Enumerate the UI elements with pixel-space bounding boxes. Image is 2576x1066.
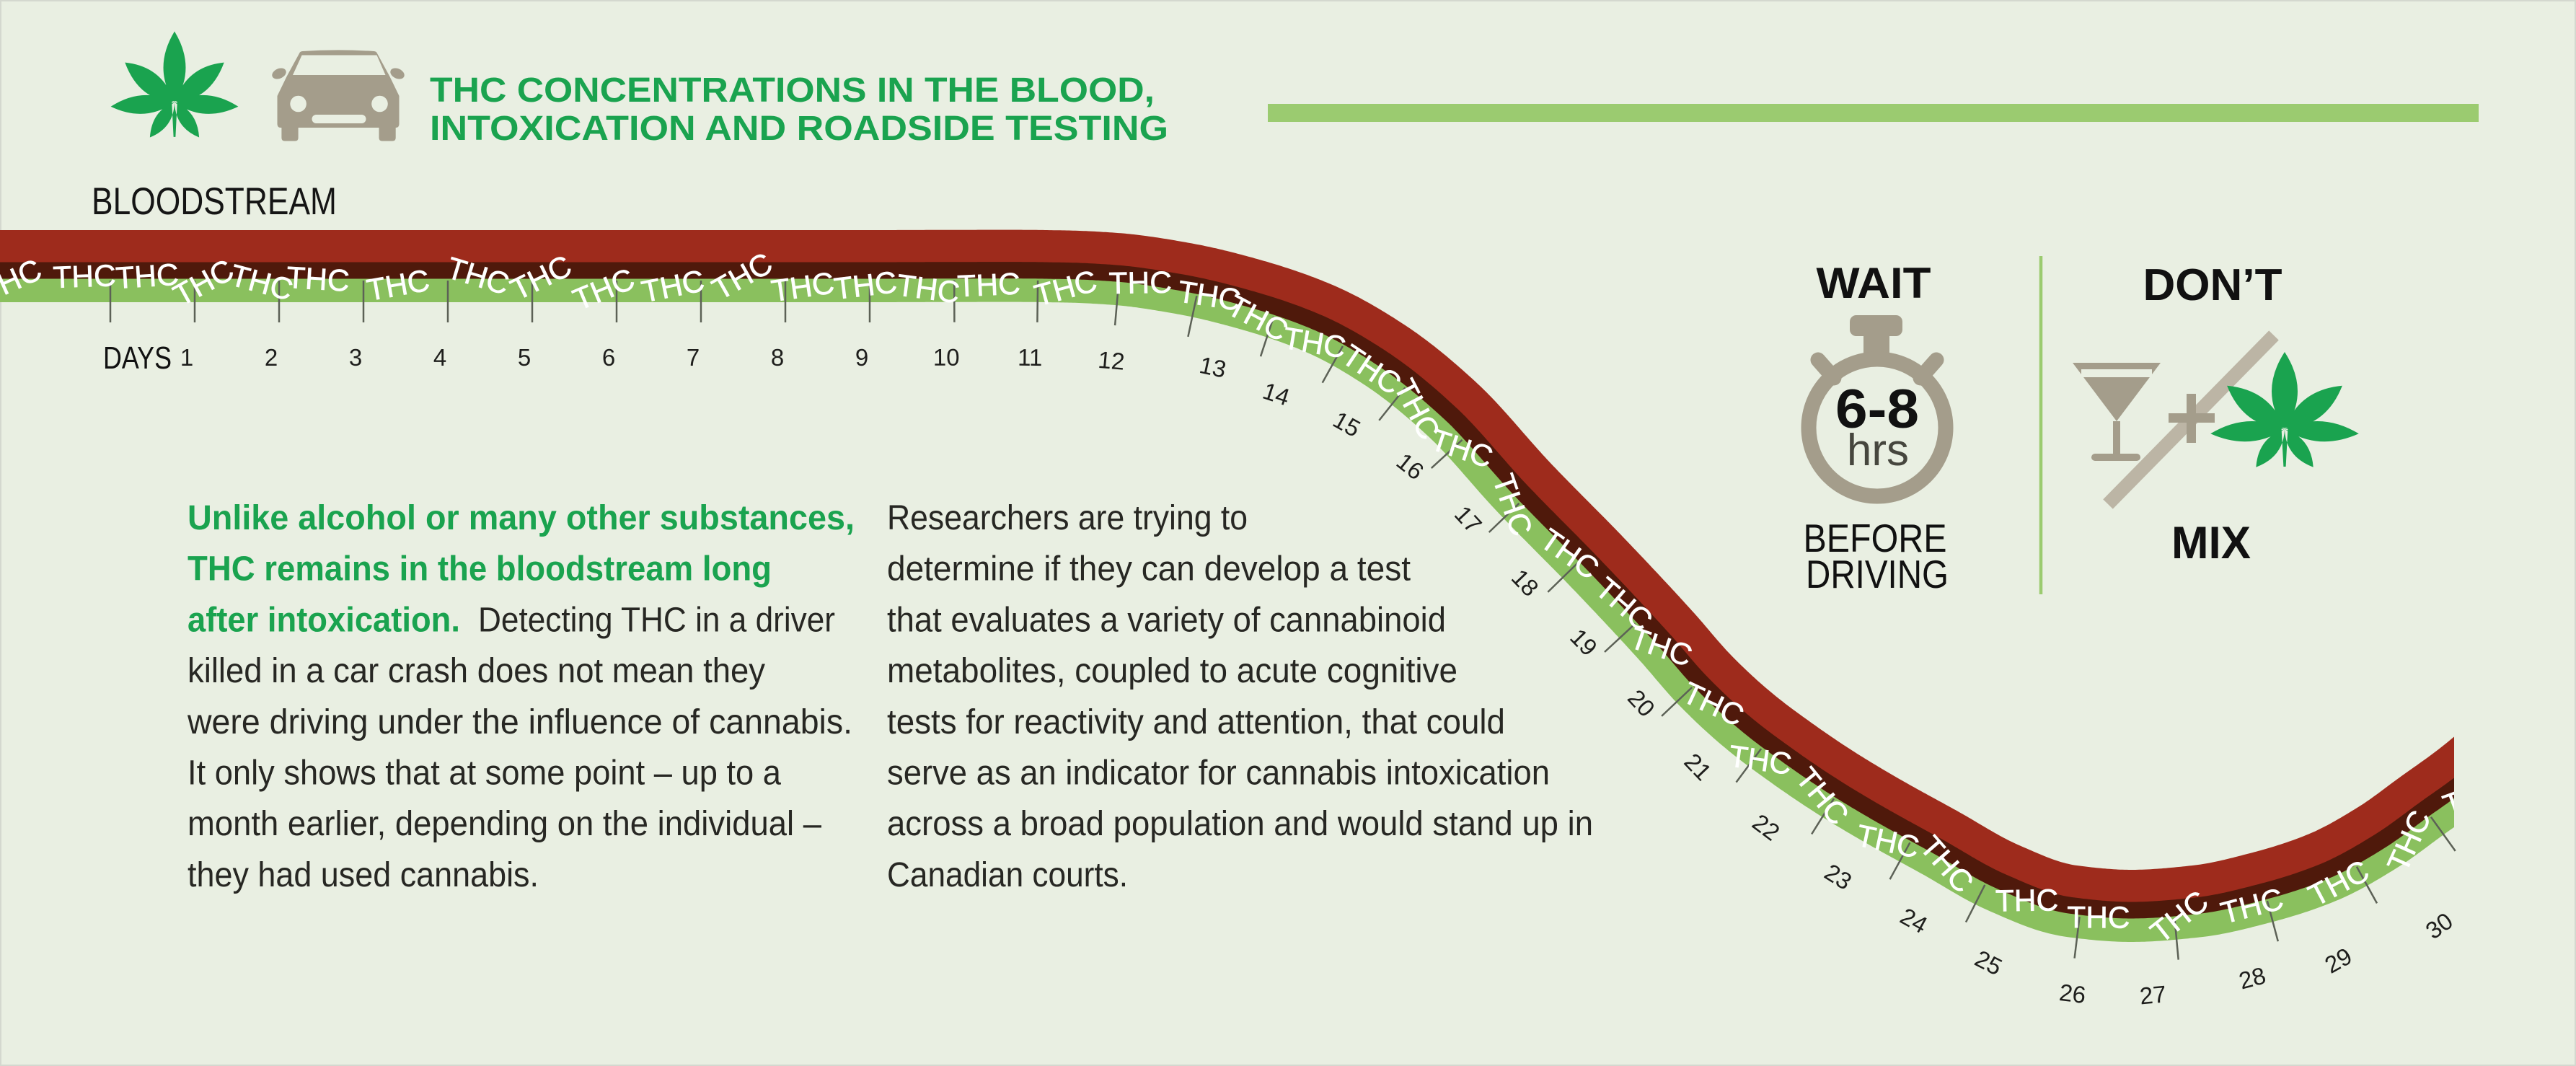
svg-text:hrs: hrs (1847, 426, 1909, 475)
svg-text:Researchers are trying to: Researchers are trying to (887, 498, 1248, 537)
svg-text:8: 8 (771, 344, 784, 371)
svg-text:THC CONCENTRATIONS IN THE BLOO: THC CONCENTRATIONS IN THE BLOOD, (430, 71, 1155, 110)
svg-text:THC: THC (895, 268, 962, 310)
svg-text:12: 12 (1097, 346, 1126, 375)
svg-text:month earlier, depending on th: month earlier, depending on the individu… (188, 804, 821, 843)
svg-text:DON’T: DON’T (2143, 260, 2282, 310)
svg-text:BEFORE: BEFORE (1804, 516, 1947, 560)
svg-text:THC: THC (53, 259, 117, 295)
svg-text:6-8: 6-8 (1835, 379, 1919, 440)
svg-text:THC remains in the bloodstream: THC remains in the bloodstream long (188, 550, 772, 589)
svg-text:tests for reactivity and atten: tests for reactivity and attention, that… (887, 702, 1505, 741)
svg-text:28: 28 (2236, 961, 2269, 994)
svg-text:4: 4 (433, 344, 446, 371)
svg-text:were driving under the influen: were driving under the influence of cann… (187, 702, 852, 741)
svg-text:27: 27 (2138, 980, 2167, 1009)
svg-text:3: 3 (349, 344, 362, 371)
svg-text:6: 6 (602, 344, 615, 371)
svg-text:they had used cannabis.: they had used cannabis. (188, 855, 539, 894)
svg-text:THC: THC (1108, 266, 1172, 301)
svg-text:killed in a car crash does not: killed in a car crash does not mean they (188, 651, 766, 690)
svg-text:determine if they can develop: determine if they can develop a test (887, 550, 1411, 589)
svg-text:10: 10 (933, 344, 960, 371)
svg-text:BLOODSTREAM: BLOODSTREAM (92, 180, 337, 223)
svg-text:MIX: MIX (2171, 518, 2251, 568)
svg-text:THC: THC (956, 267, 1020, 304)
svg-text:DAYS: DAYS (103, 340, 172, 376)
svg-text:1: 1 (180, 344, 193, 371)
svg-text:9: 9 (855, 344, 868, 371)
svg-text:13: 13 (1197, 351, 1229, 383)
svg-text:THC: THC (115, 258, 180, 296)
svg-text:26: 26 (2057, 979, 2087, 1008)
svg-text:serve as an indicator for cann: serve as an indicator for cannabis intox… (887, 754, 1550, 793)
svg-text:2: 2 (265, 344, 278, 371)
svg-text:Canadian courts.: Canadian courts. (887, 855, 1128, 894)
svg-text:5: 5 (518, 344, 531, 371)
svg-text:It only shows that at some poi: It only shows that at some point – up to… (188, 754, 781, 793)
svg-text:THC: THC (1995, 884, 2058, 918)
svg-text:metabolites, coupled to acute: metabolites, coupled to acute cognitive (887, 651, 1457, 690)
svg-text:DRIVING: DRIVING (1806, 552, 1949, 596)
svg-text:11: 11 (1018, 344, 1043, 371)
svg-text:Unlike alcohol or many other s: Unlike alcohol or many other substances, (188, 498, 855, 537)
svg-text:across a broad population and: across a broad population and would stan… (887, 804, 1593, 843)
svg-text:that evaluates a variety of ca: that evaluates a variety of cannabinoid (887, 600, 1446, 639)
svg-text:THC: THC (2067, 901, 2130, 935)
svg-text:INTOXICATION AND ROADSIDE TEST: INTOXICATION AND ROADSIDE TESTING (430, 109, 1168, 148)
svg-text:Detecting THC in a driver: Detecting THC in a driver (478, 600, 835, 639)
svg-text:7: 7 (687, 344, 700, 371)
svg-text:THC: THC (832, 265, 899, 307)
svg-text:after intoxication.: after intoxication. (188, 600, 460, 639)
svg-text:THC: THC (286, 261, 350, 299)
svg-text:WAIT: WAIT (1817, 259, 1931, 307)
